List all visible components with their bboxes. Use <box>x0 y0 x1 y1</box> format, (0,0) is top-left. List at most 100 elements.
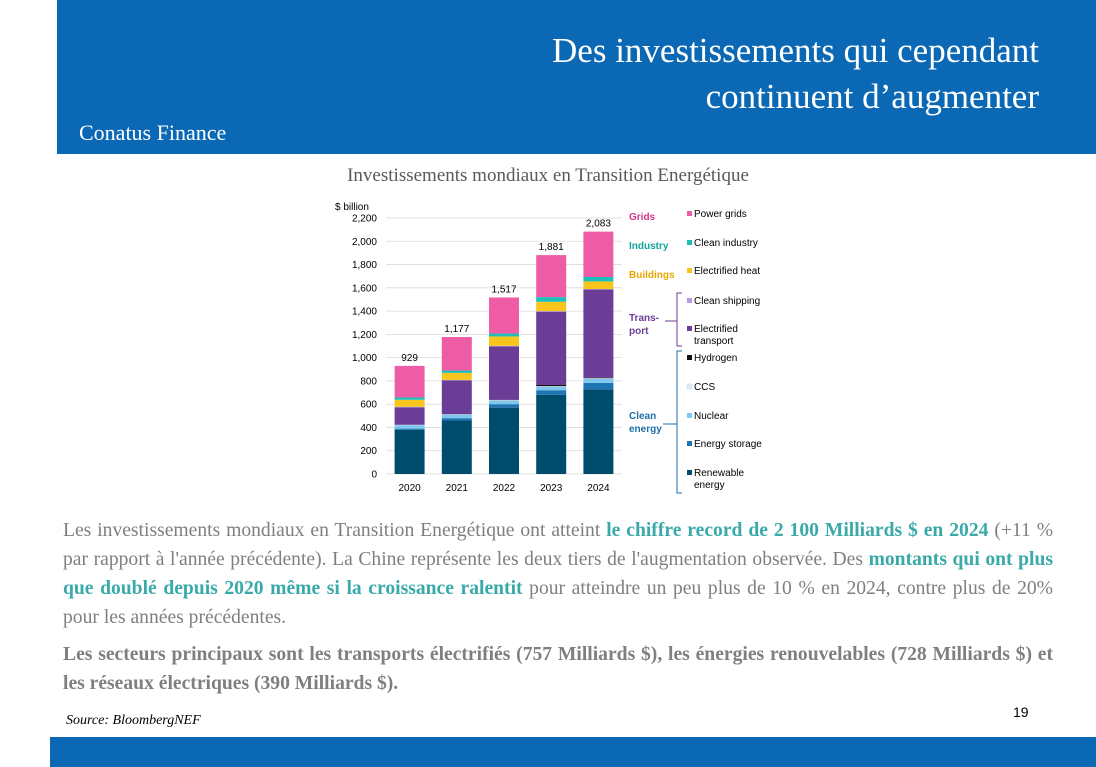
y-tick-label: 200 <box>360 446 377 457</box>
bar-segment <box>441 420 472 474</box>
bar-segment <box>583 276 614 282</box>
legend-label: Hydrogen <box>694 353 737 364</box>
total-label: 1,881 <box>539 242 564 253</box>
y-tick-label: 2,000 <box>352 237 377 248</box>
legend-group-label: Buildings <box>629 270 675 281</box>
bar-segment <box>441 380 472 415</box>
legend-swatch <box>687 355 692 360</box>
bar-segment <box>394 428 425 430</box>
bar-segment <box>441 414 472 419</box>
legend-label: Clean shipping <box>694 296 760 307</box>
bar-segment <box>583 288 614 290</box>
bar-segment <box>489 400 519 405</box>
bar-segment <box>583 377 614 379</box>
legend-swatch <box>687 470 692 475</box>
stacked-bar-chart: $ billion 0 200 400 600 800 1,000 1,200 1,400 1,6… <box>335 202 762 494</box>
bar-segment <box>489 333 519 337</box>
bar-segment <box>536 311 567 385</box>
bar-segment <box>583 378 614 383</box>
total-label: 1,177 <box>444 324 469 335</box>
slide-title-line2: continuent d’augmenter <box>705 77 1039 116</box>
source-note: Source: BloombergNEF <box>66 713 201 728</box>
bar-segment <box>583 378 614 379</box>
bar-segment <box>394 397 425 400</box>
slide-title: Des investissements qui cependant contin… <box>339 28 1039 120</box>
legend-label: Electrified heat <box>694 266 760 277</box>
paragraph-1: Les investissements mondiaux en Transiti… <box>63 516 1053 632</box>
paragraph-1-part-3: pour atteindre un peu plus de 10 % en 20… <box>63 578 1053 628</box>
slide-title-line1: Des investissements qui cependant <box>552 31 1039 70</box>
legend-group-label: Trans- <box>629 313 659 324</box>
legend-swatch <box>687 326 692 331</box>
x-tick-label: 2023 <box>540 483 563 494</box>
bar-segment <box>489 346 519 400</box>
y-tick-label: 400 <box>360 423 377 434</box>
bar-segment <box>489 400 519 401</box>
bar-segment <box>536 297 567 302</box>
y-tick-label: 0 <box>371 470 377 481</box>
legend-swatch <box>687 441 692 446</box>
y-tick-label: 1,800 <box>352 260 377 271</box>
legend-label: transport <box>694 336 734 347</box>
bar-segment <box>583 231 614 277</box>
header-banner: Des investissements qui cependant contin… <box>57 0 1096 154</box>
legend-group-label: Industry <box>629 241 669 252</box>
y-axis-label: $ billion <box>335 202 369 213</box>
bar-segment <box>489 404 519 408</box>
legend-group-label: Clean <box>629 411 656 422</box>
page-number: 19 <box>1013 704 1029 720</box>
legend-swatch <box>687 211 692 216</box>
clean-energy-bracket <box>676 350 682 494</box>
y-tick-label: 800 <box>360 376 377 387</box>
bar-segment <box>536 255 567 298</box>
total-label: 2,083 <box>586 219 611 230</box>
x-tick-label: 2020 <box>398 483 421 494</box>
paragraph-2: Les secteurs principaux sont les transpo… <box>63 644 1053 694</box>
bar-segment <box>394 429 425 474</box>
y-tick-label: 600 <box>360 400 377 411</box>
legend-label: Electrified <box>694 324 738 335</box>
bar-segment <box>394 407 425 425</box>
y-tick-label: 2,200 <box>352 214 377 225</box>
x-tick-label: 2022 <box>493 483 516 494</box>
legend-label: Renewable <box>694 468 744 479</box>
bar-segment <box>583 382 614 390</box>
bar-segment <box>441 337 472 371</box>
legend-group-label: Grids <box>629 212 656 223</box>
legend-group-label: energy <box>629 424 662 435</box>
bar-segment <box>441 370 472 373</box>
legend-swatch <box>687 268 692 273</box>
highlight-record: le chiffre record de 2 100 Milliards $ e… <box>606 520 989 541</box>
paragraph-1-part-2: (+11 % par rapport à l'année précédente)… <box>63 520 1054 570</box>
x-tick-label: 2024 <box>587 483 610 494</box>
bar-segment <box>536 384 567 387</box>
legend-swatch <box>687 413 692 418</box>
legend-label: energy <box>694 480 725 491</box>
legend-swatch <box>687 298 692 303</box>
bar-segment <box>394 365 425 398</box>
bar-segment <box>583 389 614 474</box>
bar-segment <box>583 281 614 289</box>
transport-bracket <box>676 292 682 347</box>
legend-group-label: port <box>629 326 649 337</box>
bar-segment <box>394 406 425 408</box>
bar-segment <box>536 386 567 387</box>
bar-segment <box>394 425 425 429</box>
highlight-doubled: montants qui ont plus que doublé depuis … <box>63 549 1053 599</box>
bar-segment <box>536 390 567 395</box>
y-tick-label: 1,200 <box>352 330 377 341</box>
y-tick-label: 1,000 <box>352 353 377 364</box>
bar-segment <box>489 345 519 347</box>
bar-segment <box>489 407 519 474</box>
bar-segment <box>489 336 519 346</box>
legend-swatch <box>687 240 692 245</box>
bar-segment <box>536 301 567 312</box>
total-label: 929 <box>401 353 418 364</box>
y-tick-label: 1,400 <box>352 307 377 318</box>
bar-segment <box>441 372 472 380</box>
y-tick-label: 1,600 <box>352 283 377 294</box>
bar-segment <box>583 289 614 378</box>
brand-name: Conatus Finance <box>79 120 227 145</box>
bar-segment <box>536 311 567 312</box>
bar-segment <box>441 379 472 381</box>
